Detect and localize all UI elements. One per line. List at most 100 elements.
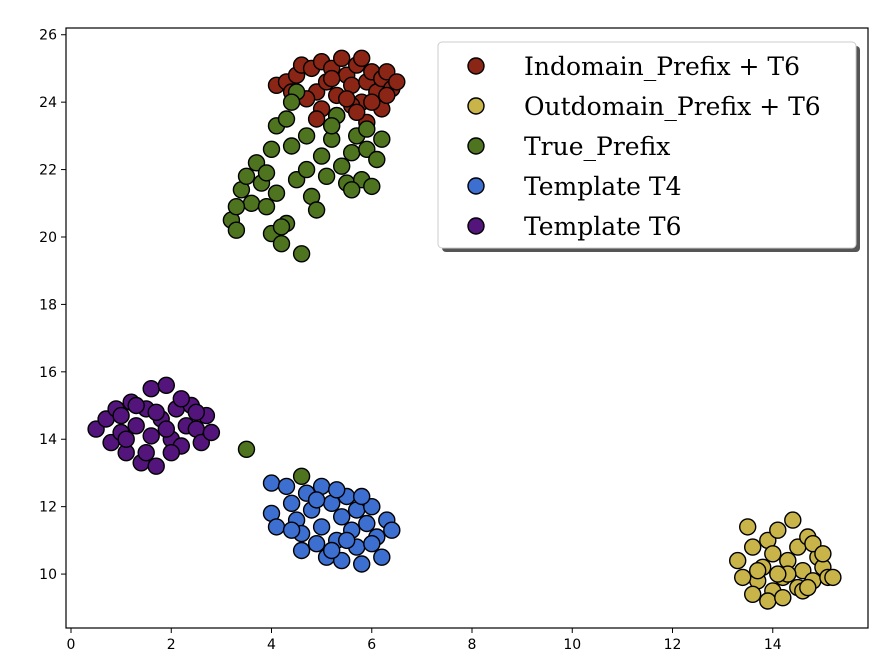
point-series-4-11	[142, 427, 160, 445]
point-series-2-9	[267, 184, 286, 202]
legend-label-4: Template T6	[524, 212, 682, 241]
legend-marker-3	[467, 177, 485, 195]
point-series-3-12	[312, 518, 331, 536]
point-series-3-2	[267, 518, 286, 536]
point-series-0-31	[338, 90, 356, 108]
legend-label-2: True_Prefix	[524, 132, 670, 161]
point-series-4-14	[157, 376, 176, 394]
point-series-2-43	[358, 120, 376, 138]
point-series-1-1	[739, 518, 757, 536]
point-series-0-33	[307, 110, 326, 128]
x-tick-label-6: 12	[664, 637, 682, 653]
point-series-2-41	[272, 218, 291, 236]
point-series-2-22	[312, 147, 331, 165]
y-tick-label-6: 22	[39, 163, 57, 179]
point-series-3-31	[338, 531, 356, 550]
point-series-3-10	[307, 535, 326, 553]
point-series-4-7	[127, 417, 145, 435]
point-series-2-39	[323, 117, 341, 135]
legend-box	[437, 41, 857, 249]
point-series-1-28	[814, 545, 832, 563]
point-series-0-30	[353, 49, 371, 67]
point-series-3-4	[282, 494, 301, 512]
point-series-3-0	[262, 474, 281, 492]
legend-label-3: Template T4	[524, 172, 682, 201]
point-series-1-29	[734, 568, 752, 587]
point-series-2-18	[292, 245, 311, 263]
point-series-1-23	[774, 589, 792, 607]
point-series-2-37	[282, 93, 301, 111]
point-series-2-28	[343, 143, 361, 162]
point-series-1-30	[769, 565, 787, 583]
y-tick-label-2: 14	[39, 432, 57, 448]
point-series-1-26	[749, 562, 767, 580]
legend-label-0: Indomain_Prefix + T6	[524, 52, 800, 81]
point-series-3-33	[353, 487, 371, 506]
plot-frame	[65, 27, 869, 629]
point-series-2-44	[297, 160, 316, 179]
point-series-3-22	[353, 555, 371, 573]
point-series-1-31	[799, 578, 817, 597]
point-series-2-32	[363, 177, 381, 196]
point-series-4-30	[117, 430, 135, 448]
point-series-2-14	[277, 110, 296, 128]
point-series-2-1	[227, 221, 246, 239]
y-axis-ticks: 10 12 14 16 18 20 22 24 26	[39, 28, 66, 583]
point-series-2-12	[262, 140, 281, 159]
point-series-0-32	[363, 93, 381, 111]
point-series-2-36	[292, 467, 311, 485]
legend-marker-2	[467, 137, 485, 155]
point-series-4-26	[137, 444, 155, 462]
point-series-4-31	[147, 403, 165, 421]
point-series-1-20	[824, 568, 842, 587]
point-series-2-19	[297, 127, 316, 145]
point-series-1-22	[759, 592, 777, 610]
x-tick-label-5: 10	[563, 637, 581, 653]
point-series-2-21	[307, 201, 326, 219]
y-tick-label-1: 12	[39, 500, 57, 516]
point-series-4-32	[162, 444, 181, 462]
legend-marker-1	[467, 97, 485, 115]
point-series-2-23	[317, 167, 336, 186]
point-series-2-42	[227, 197, 246, 216]
legend-entries: Indomain_Prefix + T6 Outdomain_Prefix + T…	[467, 52, 821, 241]
point-series-2-34	[373, 130, 391, 148]
y-tick-label-5: 20	[39, 230, 57, 246]
point-series-4-28	[172, 390, 191, 408]
point-series-4-10	[142, 380, 160, 398]
legend-marker-4	[467, 217, 485, 235]
point-series-3-23	[358, 514, 376, 533]
point-series-0-10	[333, 49, 351, 67]
points-layer	[87, 49, 842, 610]
point-series-4-23	[202, 423, 221, 442]
point-series-4-25	[127, 396, 145, 415]
point-series-2-4	[242, 194, 261, 213]
point-series-2-15	[282, 137, 301, 155]
point-series-1-0	[729, 551, 747, 570]
point-series-4-24	[112, 406, 130, 425]
x-tick-label-4: 8	[468, 637, 477, 653]
point-series-3-29	[323, 541, 341, 560]
x-tick-label-2: 4	[267, 637, 276, 653]
y-tick-label-3: 16	[39, 365, 57, 381]
point-series-3-28	[383, 521, 401, 539]
point-series-2-7	[257, 197, 276, 216]
point-series-3-35	[328, 481, 346, 499]
point-series-2-40	[343, 181, 361, 199]
legend: Indomain_Prefix + T6 Outdomain_Prefix + T…	[437, 41, 860, 252]
point-series-4-12	[147, 457, 165, 475]
point-series-2-38	[257, 164, 276, 182]
point-series-1-7	[764, 545, 782, 563]
point-series-1-11	[784, 511, 802, 529]
point-series-2-26	[333, 157, 351, 175]
y-tick-label-8: 26	[39, 28, 57, 44]
y-tick-label-4: 18	[39, 297, 57, 313]
legend-marker-0	[467, 57, 485, 75]
y-tick-label-0: 10	[39, 567, 57, 583]
point-series-3-3	[277, 477, 296, 496]
point-series-3-34	[282, 521, 301, 539]
point-series-0-21	[388, 73, 406, 91]
point-series-1-21	[744, 585, 762, 603]
x-tick-label-0: 0	[67, 637, 76, 653]
